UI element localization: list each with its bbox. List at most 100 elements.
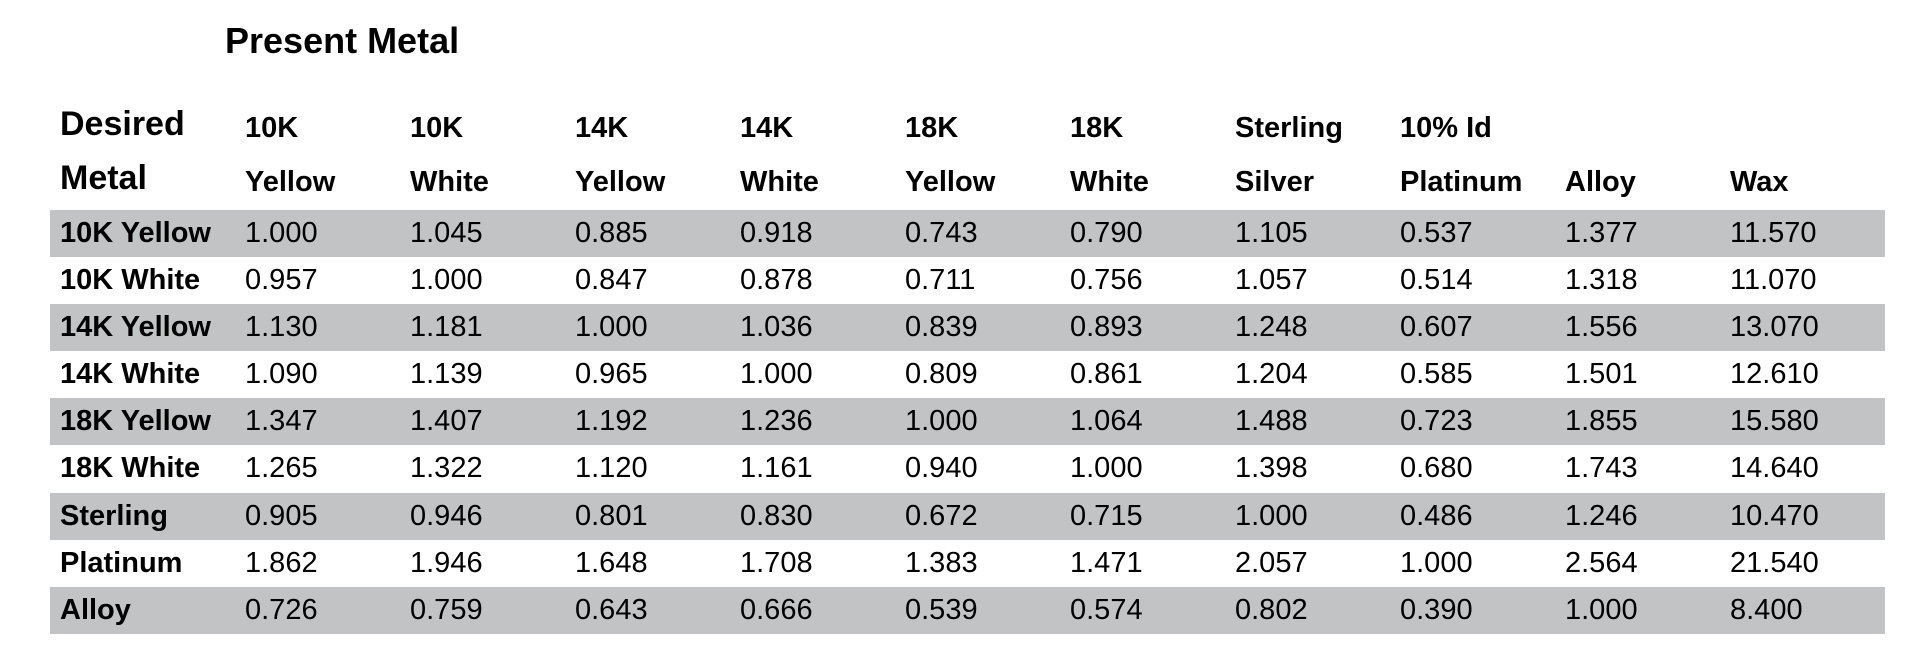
cell-value: 2.057: [1225, 540, 1390, 587]
cell-value: 0.643: [565, 587, 730, 634]
row-label: 18K Yellow: [50, 398, 235, 445]
cell-value: 1.383: [895, 540, 1060, 587]
cell-value: 12.610: [1720, 351, 1885, 398]
page-title: Present Metal: [225, 20, 1870, 62]
cell-value: 1.407: [400, 398, 565, 445]
cell-value: 1.000: [895, 398, 1060, 445]
cell-value: 0.918: [730, 210, 895, 257]
corner-label-line-1: Desired: [50, 102, 235, 156]
column-header-platinum-line-2: Platinum: [1390, 156, 1555, 210]
cell-value: 1.322: [400, 445, 565, 492]
column-header-wax-line-1: [1720, 102, 1885, 156]
cell-value: 11.570: [1720, 210, 1885, 257]
cell-value: 1.161: [730, 445, 895, 492]
cell-value: 0.759: [400, 587, 565, 634]
column-header-18k_yellow-line-1: 18K: [895, 102, 1060, 156]
cell-value: 0.723: [1390, 398, 1555, 445]
column-header-10k_white-line-2: White: [400, 156, 565, 210]
cell-value: 0.809: [895, 351, 1060, 398]
cell-value: 11.070: [1720, 257, 1885, 304]
cell-value: 1.036: [730, 304, 895, 351]
cell-value: 0.486: [1390, 493, 1555, 540]
row-label: 18K White: [50, 445, 235, 492]
cell-value: 1.204: [1225, 351, 1390, 398]
row-label: Alloy: [50, 587, 235, 634]
table-row: 14K Yellow1.1301.1811.0001.0360.8390.893…: [50, 304, 1885, 351]
page-container: Present Metal Desired 10K10K14K14K18K18K…: [0, 0, 1920, 634]
cell-value: 0.539: [895, 587, 1060, 634]
conversion-table: Desired 10K10K14K14K18K18KSterling10% Id…: [50, 102, 1885, 634]
table-row: 10K Yellow1.0001.0450.8850.9180.7430.790…: [50, 210, 1885, 257]
column-header-alloy-line-1: [1555, 102, 1720, 156]
cell-value: 21.540: [1720, 540, 1885, 587]
cell-value: 0.830: [730, 493, 895, 540]
row-label: 10K Yellow: [50, 210, 235, 257]
cell-value: 0.790: [1060, 210, 1225, 257]
column-header-wax-line-2: Wax: [1720, 156, 1885, 210]
column-header-sterling-line-2: Silver: [1225, 156, 1390, 210]
cell-value: 0.861: [1060, 351, 1225, 398]
cell-value: 1.130: [235, 304, 400, 351]
column-header-14k_yellow-line-1: 14K: [565, 102, 730, 156]
cell-value: 0.885: [565, 210, 730, 257]
column-header-18k_white-line-1: 18K: [1060, 102, 1225, 156]
table-header: Desired 10K10K14K14K18K18KSterling10% Id…: [50, 102, 1885, 210]
cell-value: 10.470: [1720, 493, 1885, 540]
column-header-10k_white-line-1: 10K: [400, 102, 565, 156]
cell-value: 0.965: [565, 351, 730, 398]
cell-value: 0.957: [235, 257, 400, 304]
cell-value: 0.743: [895, 210, 1060, 257]
cell-value: 1.139: [400, 351, 565, 398]
cell-value: 0.514: [1390, 257, 1555, 304]
cell-value: 0.847: [565, 257, 730, 304]
cell-value: 0.802: [1225, 587, 1390, 634]
cell-value: 1.181: [400, 304, 565, 351]
column-header-sterling-line-1: Sterling: [1225, 102, 1390, 156]
cell-value: 0.672: [895, 493, 1060, 540]
cell-value: 1.000: [1390, 540, 1555, 587]
cell-value: 1.556: [1555, 304, 1720, 351]
cell-value: 0.878: [730, 257, 895, 304]
cell-value: 1.000: [1225, 493, 1390, 540]
cell-value: 1.000: [730, 351, 895, 398]
table-row: 14K White1.0901.1390.9651.0000.8090.8611…: [50, 351, 1885, 398]
row-label: 10K White: [50, 257, 235, 304]
cell-value: 1.248: [1225, 304, 1390, 351]
column-header-14k_white-line-2: White: [730, 156, 895, 210]
table-row: 10K White0.9571.0000.8470.8780.7110.7561…: [50, 257, 1885, 304]
cell-value: 1.000: [565, 304, 730, 351]
row-label: 14K White: [50, 351, 235, 398]
cell-value: 0.680: [1390, 445, 1555, 492]
corner-label-line-2: Metal: [50, 156, 235, 210]
cell-value: 0.715: [1060, 493, 1225, 540]
cell-value: 0.607: [1390, 304, 1555, 351]
table-row: 18K White1.2651.3221.1201.1610.9401.0001…: [50, 445, 1885, 492]
cell-value: 15.580: [1720, 398, 1885, 445]
cell-value: 1.000: [1555, 587, 1720, 634]
cell-value: 1.064: [1060, 398, 1225, 445]
cell-value: 1.000: [400, 257, 565, 304]
cell-value: 1.743: [1555, 445, 1720, 492]
cell-value: 0.726: [235, 587, 400, 634]
cell-value: 1.000: [235, 210, 400, 257]
cell-value: 1.236: [730, 398, 895, 445]
cell-value: 0.839: [895, 304, 1060, 351]
cell-value: 1.246: [1555, 493, 1720, 540]
cell-value: 0.756: [1060, 257, 1225, 304]
cell-value: 0.946: [400, 493, 565, 540]
cell-value: 0.893: [1060, 304, 1225, 351]
cell-value: 1.000: [1060, 445, 1225, 492]
cell-value: 0.666: [730, 587, 895, 634]
cell-value: 14.640: [1720, 445, 1885, 492]
cell-value: 13.070: [1720, 304, 1885, 351]
column-header-14k_white-line-1: 14K: [730, 102, 895, 156]
cell-value: 0.390: [1390, 587, 1555, 634]
table-row: 18K Yellow1.3471.4071.1921.2361.0001.064…: [50, 398, 1885, 445]
table-header-row-1: Desired 10K10K14K14K18K18KSterling10% Id: [50, 102, 1885, 156]
column-header-18k_white-line-2: White: [1060, 156, 1225, 210]
cell-value: 1.501: [1555, 351, 1720, 398]
cell-value: 1.648: [565, 540, 730, 587]
cell-value: 1.946: [400, 540, 565, 587]
cell-value: 1.090: [235, 351, 400, 398]
table-row: Sterling0.9050.9460.8010.8300.6720.7151.…: [50, 493, 1885, 540]
